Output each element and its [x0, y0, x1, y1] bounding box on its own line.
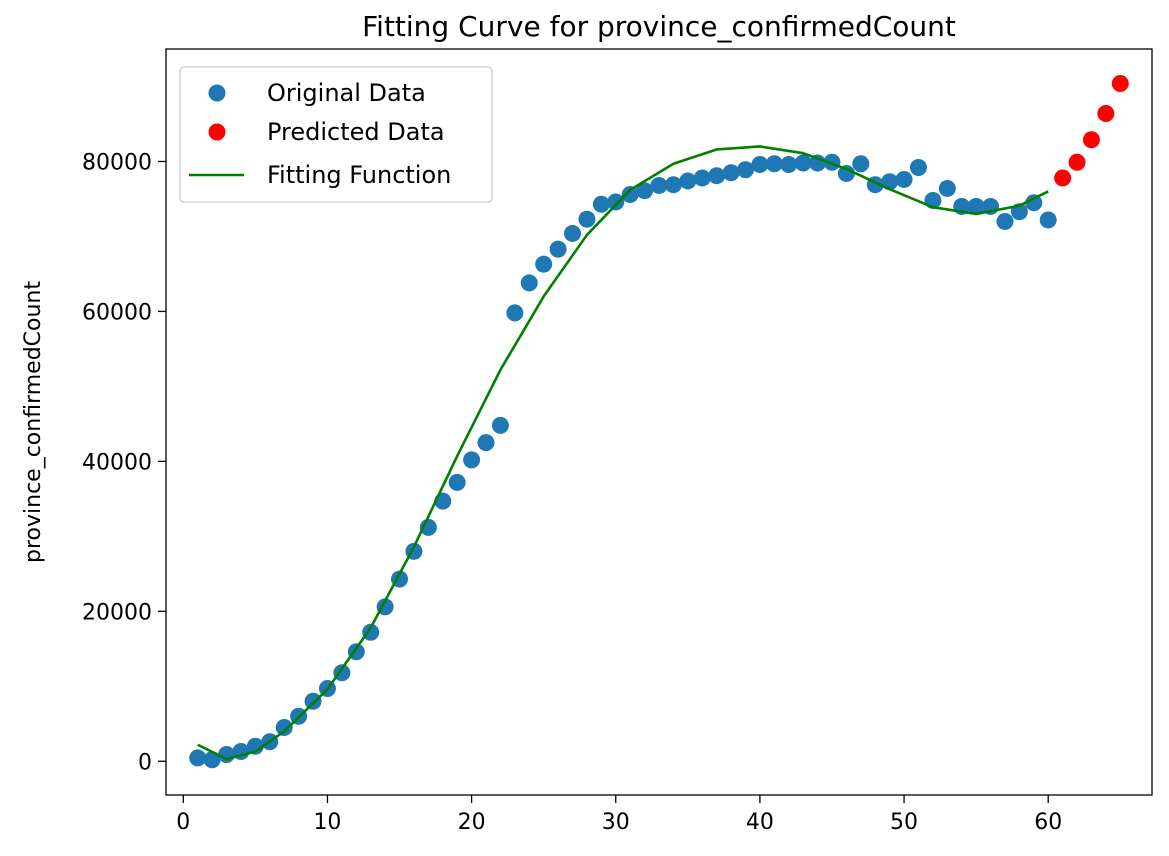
original-data-point — [736, 161, 754, 179]
fitting-function-line — [197, 145, 1049, 761]
y-tick-label: 80000 — [82, 150, 152, 175]
x-tick-label: 10 — [313, 810, 341, 835]
original-data-point — [751, 155, 769, 173]
original-data-point — [520, 274, 538, 292]
original-data-point — [852, 155, 870, 173]
predicted-data-point — [1097, 104, 1115, 122]
original-data-point — [794, 154, 812, 172]
original-data-point — [578, 210, 596, 228]
original-data-point — [491, 416, 509, 434]
legend-label-original-data: Original Data — [267, 79, 426, 107]
original-data-point — [664, 176, 682, 194]
original-data-point — [765, 155, 783, 173]
legend-label-predicted-data: Predicted Data — [267, 118, 445, 146]
original-data-point — [693, 169, 711, 187]
legend: Original Data Predicted Data Fitting Funct… — [179, 66, 493, 203]
x-tick-label: 50 — [890, 810, 918, 835]
original-data-point — [203, 751, 221, 769]
legend-marker-predicted-data — [208, 123, 226, 141]
legend-marker-original-data — [208, 84, 226, 102]
plot-area: 0 10 20 30 40 50 60 0 20000 40000 60000 80000 — [82, 48, 1153, 835]
legend-box — [179, 66, 493, 203]
original-data-point — [837, 164, 855, 182]
original-data-point — [722, 164, 740, 182]
original-data-point — [218, 746, 236, 764]
y-tick-label: 0 — [138, 750, 152, 775]
x-tick-label: 30 — [602, 810, 630, 835]
original-data-point — [708, 167, 726, 185]
predicted-data-point — [1068, 153, 1086, 171]
original-data-point — [996, 212, 1014, 230]
original-data-point — [967, 197, 985, 215]
predicted-data-point — [1054, 169, 1072, 187]
x-tick-label: 20 — [458, 810, 486, 835]
predicted-data-point — [1111, 74, 1129, 92]
original-data-point — [607, 193, 625, 211]
original-data-point — [535, 255, 553, 273]
original-data-point — [304, 692, 322, 710]
original-data-point — [650, 176, 668, 194]
original-data-point — [189, 749, 207, 767]
original-data-point — [909, 158, 927, 176]
y-tick-label: 20000 — [82, 600, 152, 625]
x-tick-label: 60 — [1034, 810, 1062, 835]
original-data-point — [1039, 211, 1057, 229]
original-data-point — [564, 224, 582, 242]
legend-label-fitting-function: Fitting Function — [267, 161, 451, 189]
original-data-point — [477, 434, 495, 452]
predicted-data-point — [1082, 131, 1100, 149]
original-data-point — [621, 185, 639, 203]
y-axis-label: province_confirmedCount — [21, 281, 46, 563]
original-data-point — [679, 172, 697, 190]
plot-frame — [165, 48, 1153, 796]
original-data-point — [895, 170, 913, 188]
original-data-point — [938, 179, 956, 197]
original-data-point — [506, 304, 524, 322]
original-data-point — [275, 719, 293, 737]
original-data-point — [592, 195, 610, 213]
y-tick-label: 40000 — [82, 450, 152, 475]
chart-title: Fitting Curve for province_confirmedCoun… — [362, 10, 956, 43]
original-data-point — [448, 473, 466, 491]
original-data-point — [463, 451, 481, 469]
original-data-point — [362, 623, 380, 641]
y-tick-label: 60000 — [82, 300, 152, 325]
x-tick-label: 40 — [746, 810, 774, 835]
original-data-point — [1025, 194, 1043, 212]
original-data-point — [636, 182, 654, 200]
original-data-point — [549, 240, 567, 258]
original-data-point — [780, 155, 798, 173]
x-tick-label: 0 — [176, 810, 190, 835]
original-data-point — [246, 737, 264, 755]
